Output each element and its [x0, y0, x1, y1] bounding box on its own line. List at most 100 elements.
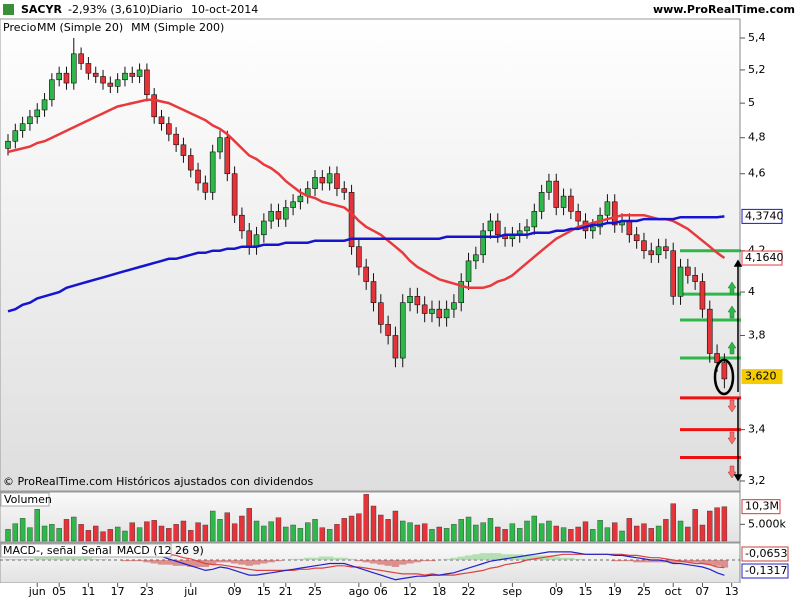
candle-body: [692, 274, 698, 282]
volume-bar: [5, 529, 11, 542]
histogram-bar: [406, 560, 414, 564]
candle-body: [363, 266, 369, 282]
y-tick-label: 4,6: [748, 167, 766, 180]
candle-body: [151, 94, 157, 118]
volume-bar: [378, 514, 384, 542]
histogram-bar: [19, 558, 27, 561]
histogram-bar: [84, 557, 93, 561]
volume-bar: [122, 530, 128, 542]
x-tick-label: 22: [462, 585, 476, 598]
candle-body: [677, 266, 684, 297]
volume-bar: [502, 529, 508, 542]
volume-bar: [151, 520, 157, 542]
volume-bar: [633, 525, 640, 542]
volume-bar: [334, 524, 340, 542]
histogram-bar: [150, 560, 158, 564]
volume-bar: [517, 528, 523, 542]
volume-bar: [509, 523, 516, 542]
histogram-bar: [450, 557, 458, 561]
histogram-bar: [545, 555, 553, 561]
candle-body: [49, 79, 55, 101]
volume-bar: [531, 515, 538, 542]
volume-bar: [590, 529, 596, 542]
x-tick-label: 09: [228, 585, 242, 598]
histogram-bar: [40, 557, 49, 561]
candle-body: [378, 302, 384, 325]
histogram-bar: [260, 560, 268, 564]
candle-body: [290, 201, 296, 208]
histogram-bar: [618, 560, 626, 562]
volume-bar: [180, 520, 187, 542]
arrow-up: [727, 281, 737, 295]
volume-bar: [348, 515, 355, 542]
value-box: [741, 499, 781, 515]
candle-body: [107, 82, 114, 87]
candle-body: [356, 246, 362, 268]
volume-bar: [85, 530, 92, 542]
x-tick-label: 23: [140, 585, 154, 598]
volume-bar: [158, 525, 165, 542]
histogram-bar: [494, 553, 502, 561]
volume-bar: [129, 522, 135, 542]
app-icon: [3, 4, 14, 15]
candle-body: [239, 214, 245, 232]
value-box: [741, 563, 789, 579]
volume-bar: [107, 529, 114, 542]
histogram-bar: [486, 553, 495, 561]
histogram-bar: [62, 557, 71, 561]
candle-body: [494, 220, 501, 236]
histogram-bar: [633, 560, 641, 563]
histogram-bar: [33, 557, 41, 561]
volume-bar: [597, 520, 603, 542]
candle-body: [626, 220, 633, 236]
histogram-bar: [318, 556, 327, 561]
x-tick-label: 09: [549, 585, 563, 598]
volume-bar: [246, 508, 252, 542]
candle-body: [195, 169, 201, 184]
volume-bar: [487, 518, 494, 542]
volume-bar: [261, 525, 267, 542]
histogram-bar: [413, 560, 422, 563]
candle-body: [706, 308, 713, 354]
histogram-bar: [377, 560, 385, 565]
candle-body: [268, 211, 274, 222]
volume-bar: [663, 519, 669, 542]
x-tick-label: sep: [503, 585, 522, 598]
candle-body: [655, 246, 662, 256]
candle-body: [611, 201, 618, 226]
volume-bar: [699, 524, 706, 542]
candle-body: [392, 335, 399, 359]
candle-body: [209, 151, 216, 193]
histogram-bar: [443, 558, 451, 561]
histogram-bar: [326, 556, 334, 561]
value-box: [741, 208, 783, 224]
volume-bar: [202, 524, 209, 542]
volume-bar: [71, 516, 77, 542]
value-label: 4,3740: [745, 209, 784, 222]
histogram-bar: [172, 560, 180, 566]
candle-body: [231, 173, 238, 216]
x-tick-label: 07: [695, 585, 709, 598]
volume-bar: [370, 505, 377, 542]
histogram-bar: [55, 557, 63, 561]
volume-bar: [568, 529, 574, 542]
histogram-bar: [245, 560, 253, 566]
volume-bar: [641, 523, 647, 542]
candle-body: [670, 250, 677, 297]
arrow-head: [733, 259, 743, 267]
candle-body: [399, 302, 406, 359]
candle-body: [180, 144, 187, 156]
candle-body: [589, 226, 596, 232]
y-tick-label: 3,2: [748, 474, 766, 487]
histogram-bar: [216, 560, 224, 563]
histogram-bar: [669, 560, 677, 564]
candle-body: [297, 195, 304, 203]
x-tick-label: 12: [403, 585, 417, 598]
x-tick-label: 19: [608, 585, 622, 598]
histogram-bar: [77, 557, 85, 561]
candle-body: [546, 180, 552, 193]
volume-bar: [363, 494, 369, 542]
x-tick-label: 11: [81, 585, 95, 598]
period: Diario: [150, 3, 183, 16]
candle-body: [648, 250, 655, 256]
